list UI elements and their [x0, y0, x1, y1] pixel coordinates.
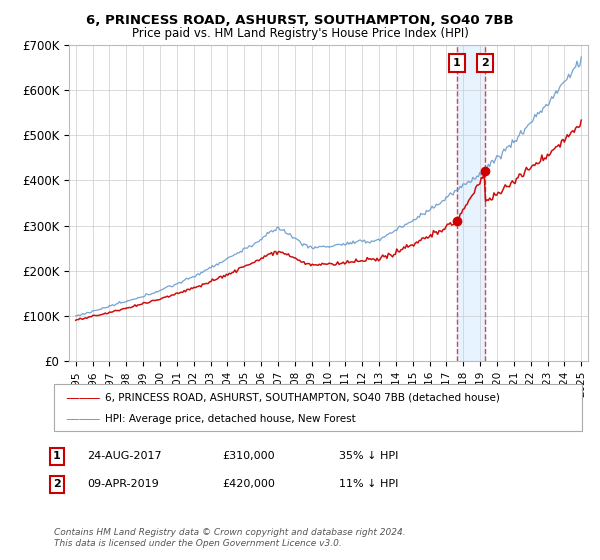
Text: 24-AUG-2017: 24-AUG-2017 — [87, 451, 161, 461]
Text: 6, PRINCESS ROAD, ASHURST, SOUTHAMPTON, SO40 7BB (detached house): 6, PRINCESS ROAD, ASHURST, SOUTHAMPTON, … — [105, 393, 500, 403]
Text: 6, PRINCESS ROAD, ASHURST, SOUTHAMPTON, SO40 7BB: 6, PRINCESS ROAD, ASHURST, SOUTHAMPTON, … — [86, 14, 514, 27]
Text: Price paid vs. HM Land Registry's House Price Index (HPI): Price paid vs. HM Land Registry's House … — [131, 27, 469, 40]
Text: ─────: ───── — [66, 393, 100, 403]
Text: 2: 2 — [53, 479, 61, 489]
Text: 1: 1 — [53, 451, 61, 461]
Text: 1: 1 — [453, 58, 461, 68]
Text: £310,000: £310,000 — [222, 451, 275, 461]
Text: ─────: ───── — [66, 414, 100, 424]
Text: 09-APR-2019: 09-APR-2019 — [87, 479, 159, 489]
Text: 35% ↓ HPI: 35% ↓ HPI — [339, 451, 398, 461]
Bar — [457, 45, 485, 361]
Text: Contains HM Land Registry data © Crown copyright and database right 2024.
This d: Contains HM Land Registry data © Crown c… — [54, 528, 406, 548]
Text: 11% ↓ HPI: 11% ↓ HPI — [339, 479, 398, 489]
Text: 2: 2 — [481, 58, 488, 68]
Text: £420,000: £420,000 — [222, 479, 275, 489]
Text: HPI: Average price, detached house, New Forest: HPI: Average price, detached house, New … — [105, 414, 356, 424]
